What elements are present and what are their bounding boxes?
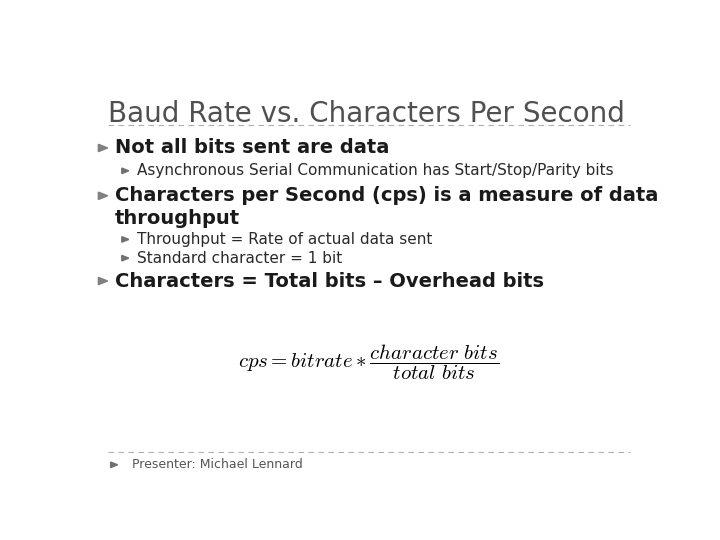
Polygon shape [99, 192, 108, 199]
Polygon shape [111, 462, 117, 468]
Text: Presenter: Michael Lennard: Presenter: Michael Lennard [132, 458, 302, 471]
Text: $cps = bitrate * \dfrac{character\ bits}{total\ bits}$: $cps = bitrate * \dfrac{character\ bits}… [238, 342, 500, 382]
Text: Not all bits sent are data: Not all bits sent are data [115, 138, 390, 158]
Text: throughput: throughput [115, 209, 240, 228]
Text: Baud Rate vs. Characters Per Second: Baud Rate vs. Characters Per Second [108, 100, 625, 128]
Polygon shape [122, 255, 129, 261]
Polygon shape [99, 278, 108, 285]
Text: Asynchronous Serial Communication has Start/Stop/Parity bits: Asynchronous Serial Communication has St… [138, 163, 614, 178]
Polygon shape [99, 144, 108, 152]
Polygon shape [122, 237, 129, 242]
Text: Characters = Total bits – Overhead bits: Characters = Total bits – Overhead bits [115, 272, 544, 291]
Text: Characters per Second (cps) is a measure of data: Characters per Second (cps) is a measure… [115, 186, 659, 205]
Text: Throughput = Rate of actual data sent: Throughput = Rate of actual data sent [138, 232, 433, 247]
Polygon shape [122, 168, 129, 173]
Text: Standard character = 1 bit: Standard character = 1 bit [138, 251, 343, 266]
